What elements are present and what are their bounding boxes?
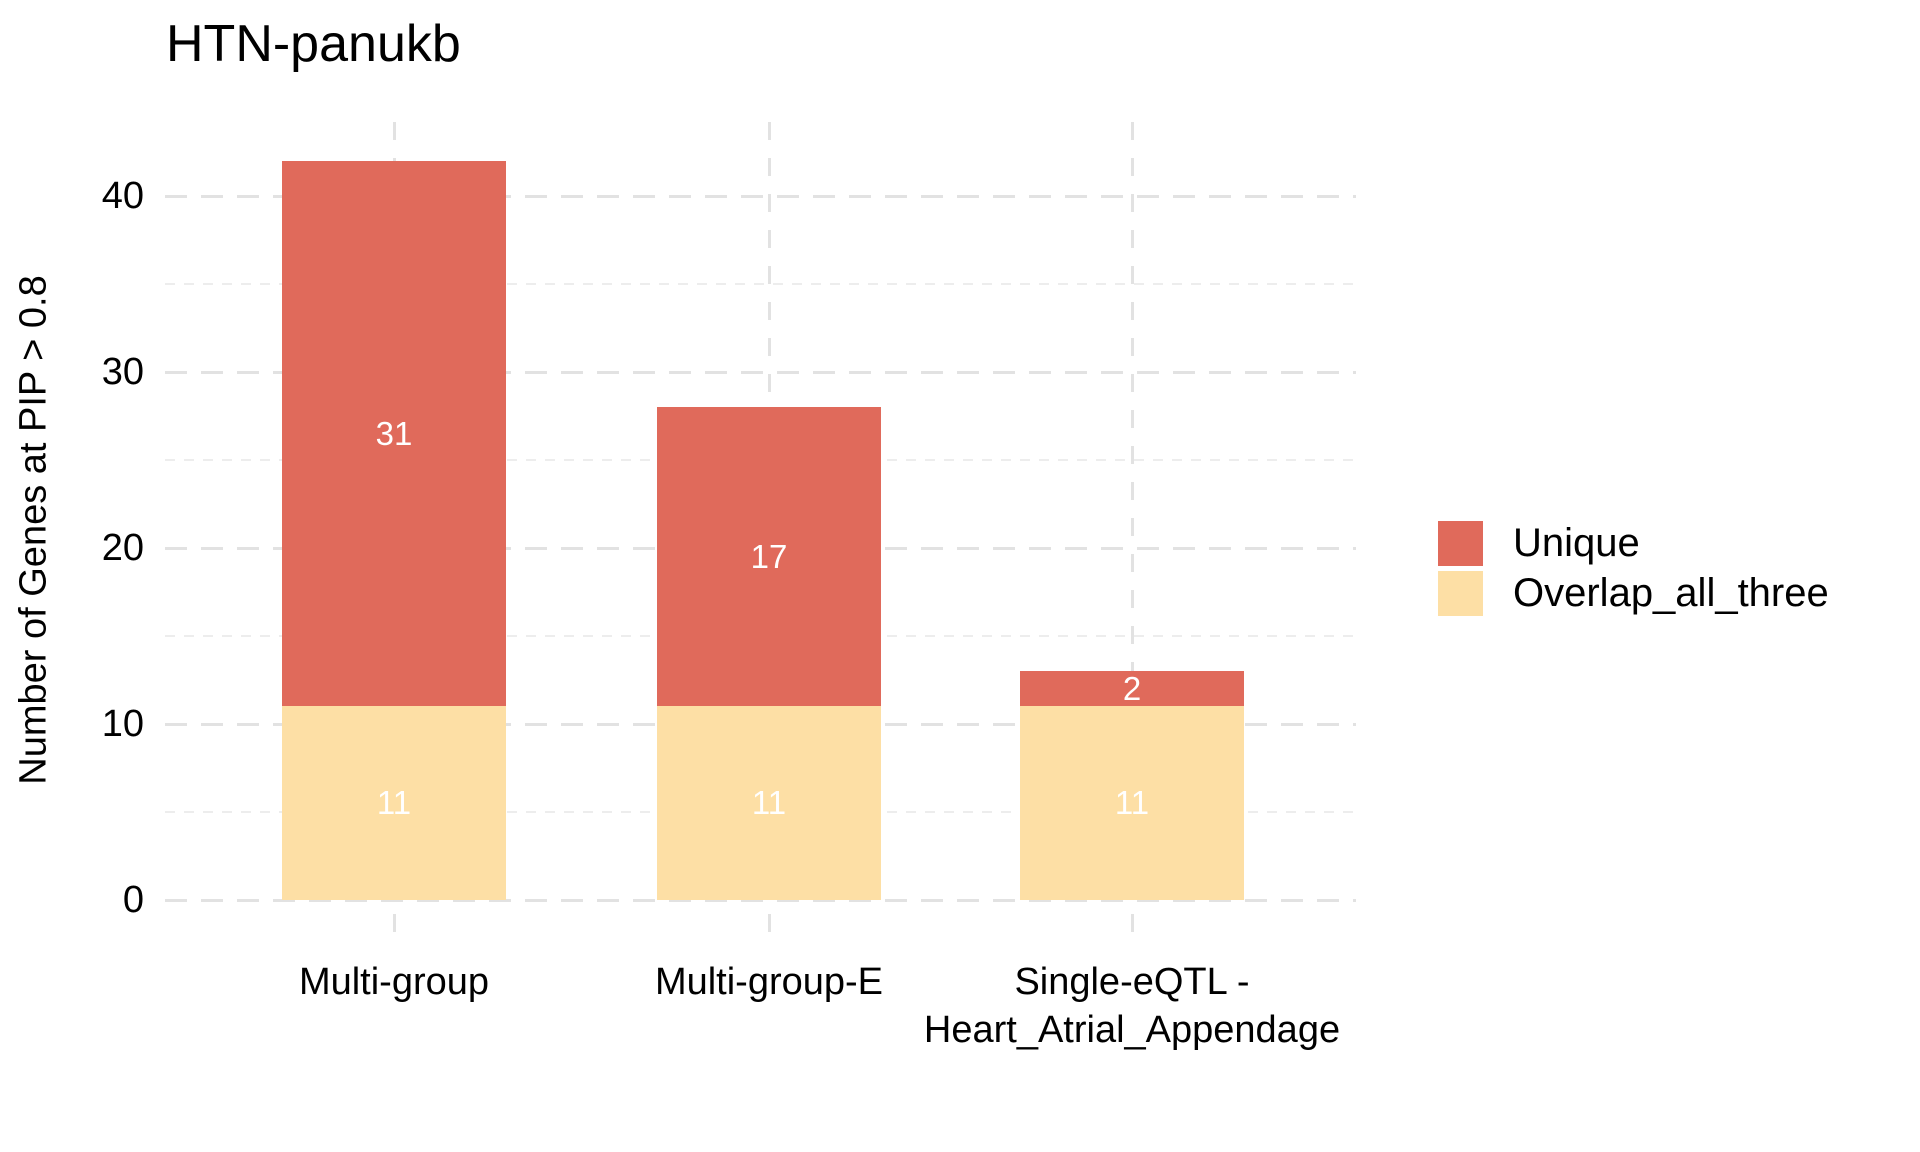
legend-label-unique: Unique: [1513, 521, 1640, 565]
bar-segment-overlap-all-three-multi-group: [282, 706, 506, 900]
y-tick-label-40: 40: [101, 175, 144, 217]
bar-value-label-unique-single-eqtl: 2: [1122, 669, 1142, 707]
legend-label-overlap-all-three: Overlap_all_three: [1513, 571, 1829, 615]
bar-value-label-overlap-all-three-single-eqtl: 11: [1114, 784, 1150, 822]
y-tick-label-20: 20: [101, 527, 144, 569]
legend-item-unique: Unique: [1438, 521, 1829, 566]
y-gridline-major-40: [165, 194, 1356, 198]
legend-item-overlap-all-three: Overlap_all_three: [1438, 571, 1829, 616]
x-tick-label-multi-group: Multi-group: [114, 958, 674, 1006]
x-tick-label-line: Heart_Atrial_Appendage: [923, 1009, 1341, 1051]
bar-segment-overlap-all-three-single-eqtl: [1020, 706, 1244, 900]
y-tick-label-0: 0: [122, 879, 144, 921]
x-tick-label-line: Multi-group-E: [654, 961, 884, 1003]
bar-segment-unique-single-eqtl: [1020, 671, 1244, 707]
chart-title: HTN-panukb: [166, 15, 461, 73]
y-tick-label-10: 10: [101, 703, 144, 745]
y-gridline-minor-35: [165, 283, 1356, 285]
x-tick-label-multi-group-e: Multi-group-E: [489, 958, 1049, 1006]
bar-segment-overlap-all-three-multi-group-e: [657, 706, 881, 900]
legend-swatch-overlap-all-three: [1438, 571, 1483, 616]
bar-segment-unique-multi-group-e: [657, 407, 881, 707]
bar-value-label-overlap-all-three-multi-group-e: 11: [751, 784, 787, 822]
y-gridline-major-0: [165, 898, 1356, 902]
x-gridline-single-eqtl: [1130, 122, 1134, 939]
y-tick-label-30: 30: [101, 351, 144, 393]
bar-value-label-unique-multi-group: 31: [375, 414, 413, 452]
bar-value-label-unique-multi-group-e: 17: [750, 537, 788, 575]
x-tick-label-line: Multi-group: [298, 961, 490, 1003]
x-tick-label-single-eqtl: Single-eQTL - Heart_Atrial_Appendage: [852, 958, 1412, 1054]
bar-value-label-overlap-all-three-multi-group: 11: [376, 784, 412, 822]
x-tick-label-line: Single-eQTL -: [1014, 961, 1250, 1003]
bar-segment-unique-multi-group: [282, 160, 506, 707]
y-gridline-major-30: [165, 370, 1356, 374]
legend-swatch-unique: [1438, 521, 1483, 566]
legend: Unique Overlap_all_three: [1438, 521, 1829, 621]
